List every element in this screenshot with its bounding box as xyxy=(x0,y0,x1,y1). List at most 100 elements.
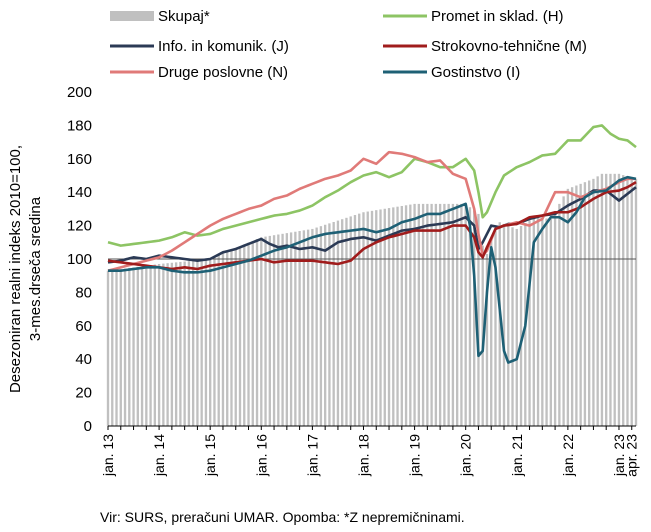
bar xyxy=(323,224,327,426)
bar xyxy=(272,235,276,426)
bar xyxy=(622,175,625,426)
bar xyxy=(438,203,442,426)
bar xyxy=(507,225,510,426)
x-tick-label: jan. 23 xyxy=(611,434,627,477)
bar xyxy=(396,206,399,426)
bar xyxy=(238,246,242,426)
source-note: Vir: SURS, preračuni UMAR. Opomba: *Z ne… xyxy=(100,509,465,525)
bar xyxy=(349,216,352,426)
legend-label: Druge poslovne (N) xyxy=(158,64,288,81)
y-tick-label: 80 xyxy=(75,284,92,301)
bar xyxy=(409,204,412,426)
bar xyxy=(447,203,450,426)
bar xyxy=(502,223,506,426)
bar xyxy=(285,233,289,426)
bar xyxy=(213,257,216,426)
bar xyxy=(162,263,165,426)
bar xyxy=(315,227,318,426)
bar xyxy=(115,269,118,426)
bar xyxy=(336,220,340,426)
bar xyxy=(511,227,514,426)
bar xyxy=(157,264,161,426)
y-tick-label: 100 xyxy=(67,251,92,268)
y-axis-label-line: Desezoniran realni indeks 2010=100, xyxy=(7,145,24,393)
bar xyxy=(345,217,348,426)
bar xyxy=(494,230,497,426)
bar xyxy=(319,226,323,426)
bar xyxy=(166,263,169,426)
bar xyxy=(379,209,382,426)
bar xyxy=(528,220,531,426)
bar xyxy=(106,270,110,426)
bar xyxy=(328,223,331,426)
bar xyxy=(353,215,357,426)
bar xyxy=(264,236,267,426)
bar xyxy=(302,230,306,426)
bar xyxy=(485,253,489,426)
bar xyxy=(221,253,225,426)
bar xyxy=(605,173,608,426)
bar xyxy=(634,178,638,426)
legend-label: Info. in komunik. (J) xyxy=(158,38,289,55)
bar xyxy=(400,205,403,426)
bar xyxy=(149,265,152,426)
bar xyxy=(255,239,259,426)
bar xyxy=(566,188,570,426)
legend-label: Promet in sklad. (H) xyxy=(431,8,564,25)
bar xyxy=(204,259,208,426)
bar xyxy=(600,173,604,426)
bar xyxy=(306,229,310,426)
bar xyxy=(404,205,408,426)
series-line-4 xyxy=(108,175,637,364)
bar xyxy=(132,267,135,426)
bar xyxy=(370,210,374,426)
y-axis-label: Desezoniran realni indeks 2010=100, 3-mes… xyxy=(7,145,44,393)
bar xyxy=(140,266,144,426)
bar xyxy=(234,248,237,426)
y-tick-label: 200 xyxy=(67,84,92,101)
bar xyxy=(119,269,122,426)
bar xyxy=(123,268,127,426)
bar xyxy=(128,267,131,426)
x-tick-label: apr. 23 xyxy=(624,434,640,477)
bar xyxy=(417,203,421,426)
bar xyxy=(430,203,433,426)
y-tick-label: 40 xyxy=(75,351,92,368)
bar xyxy=(392,207,395,426)
bar xyxy=(332,221,335,426)
y-tick-label: 160 xyxy=(67,151,92,168)
bar xyxy=(613,173,616,426)
bar xyxy=(200,259,203,426)
y-tick-label: 180 xyxy=(67,117,92,134)
x-tick-label: jan. 19 xyxy=(407,434,423,477)
bar xyxy=(549,218,553,426)
bar xyxy=(153,264,157,426)
bar xyxy=(179,261,182,426)
bar xyxy=(434,203,438,426)
bar xyxy=(226,251,229,426)
x-tick-label: jan. 22 xyxy=(560,434,576,477)
bar xyxy=(111,270,114,426)
y-tick-label: 60 xyxy=(75,318,92,335)
bar xyxy=(243,244,246,426)
legend: Skupaj* Promet in sklad. (H) Info. in komu… xyxy=(110,8,587,81)
series-line-2 xyxy=(107,150,636,272)
legend-swatch-bar xyxy=(110,11,154,21)
bar xyxy=(562,196,565,426)
bar xyxy=(570,187,574,426)
bar xyxy=(298,231,301,426)
bar xyxy=(579,183,582,426)
bar xyxy=(443,203,446,426)
bar xyxy=(468,207,472,426)
legend-label: Strokovno-tehnične (M) xyxy=(431,38,587,55)
bar xyxy=(251,240,254,426)
bar xyxy=(387,208,391,426)
bar xyxy=(358,213,361,426)
bar xyxy=(311,228,314,426)
bar xyxy=(541,218,544,426)
y-tick-label: 120 xyxy=(67,218,92,235)
bar xyxy=(532,217,535,426)
bar xyxy=(617,173,621,426)
bar xyxy=(498,222,501,426)
